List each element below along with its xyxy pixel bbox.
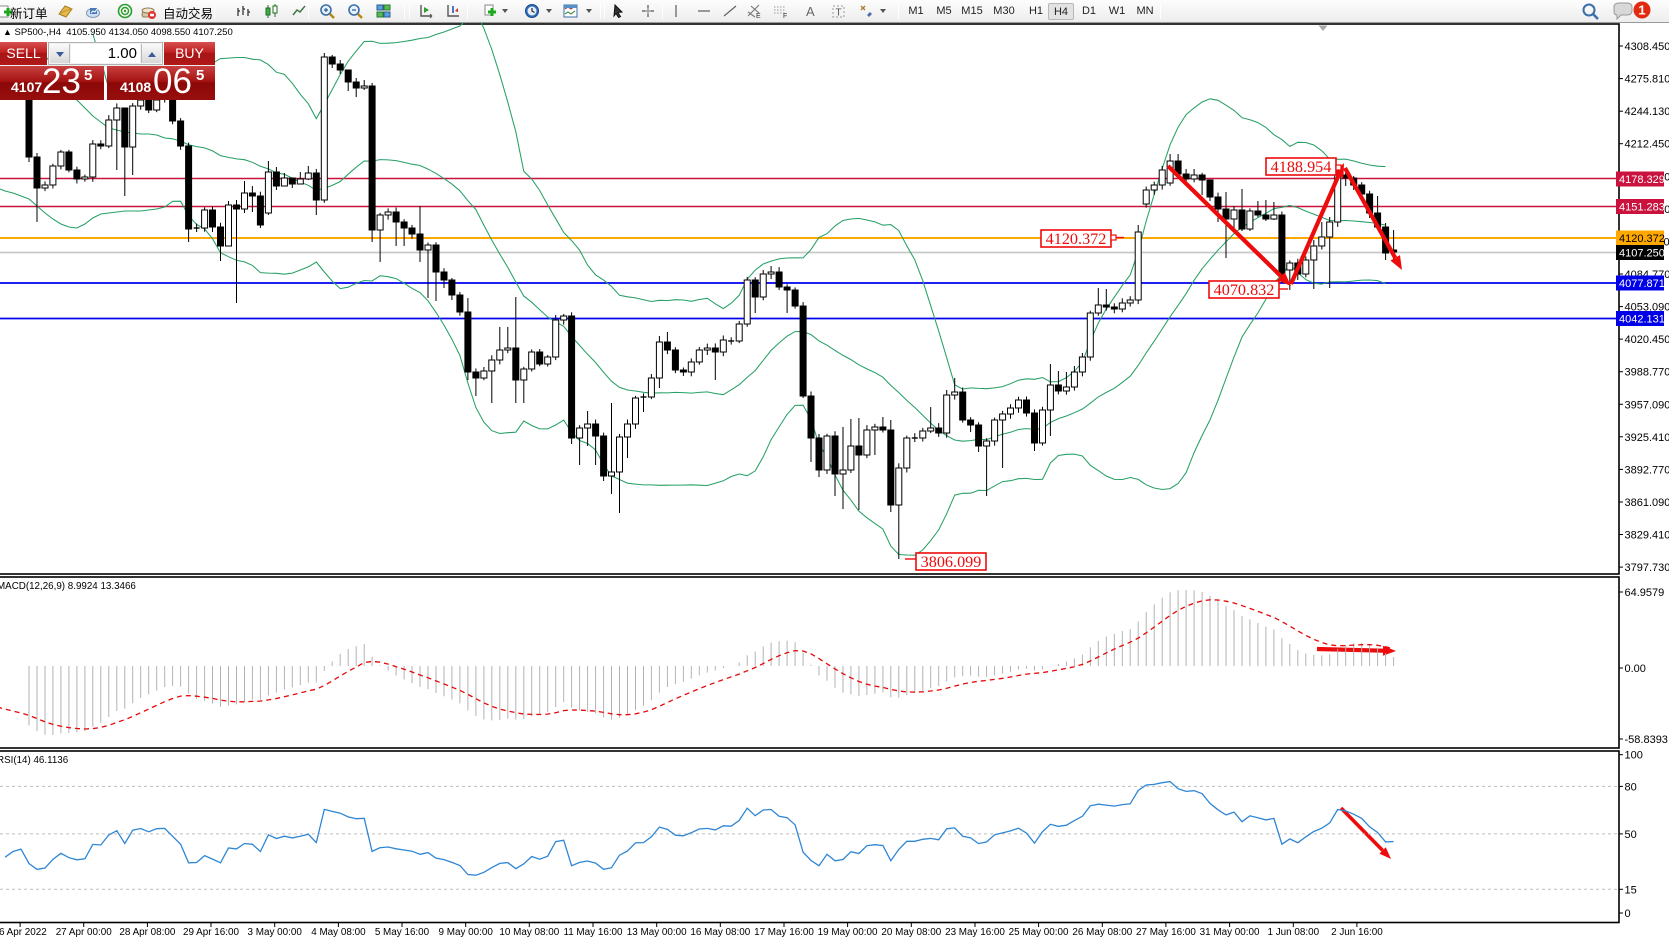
svg-text:0: 0 [1625, 908, 1631, 920]
svg-text:4120.372: 4120.372 [1046, 230, 1107, 248]
svg-text:4042.131: 4042.131 [1619, 314, 1665, 326]
svg-text:RSI(14) 46.1136: RSI(14) 46.1136 [0, 755, 69, 766]
svg-text:4077.871: 4077.871 [1619, 278, 1665, 290]
svg-text:4070.832: 4070.832 [1214, 281, 1275, 299]
svg-text:64.9579: 64.9579 [1625, 587, 1665, 599]
svg-text:MACD(12,26,9) 8.9924 13.3466: MACD(12,26,9) 8.9924 13.3466 [0, 581, 136, 592]
svg-text:3861.090: 3861.090 [1625, 497, 1669, 509]
svg-text:3892.770: 3892.770 [1625, 464, 1669, 476]
svg-text:10 May 08:00: 10 May 08:00 [499, 927, 559, 938]
svg-text:17 May 16:00: 17 May 16:00 [754, 927, 814, 938]
svg-text:3957.090: 3957.090 [1625, 399, 1669, 411]
svg-text:4107.250: 4107.250 [1619, 248, 1665, 260]
svg-text:9 May 00:00: 9 May 00:00 [439, 927, 494, 938]
svg-text:3988.770: 3988.770 [1625, 367, 1669, 379]
svg-text:3829.410: 3829.410 [1625, 530, 1669, 542]
svg-text:-58.8393: -58.8393 [1625, 734, 1668, 746]
svg-text:20 May 08:00: 20 May 08:00 [881, 927, 941, 938]
svg-text:13 May 00:00: 13 May 00:00 [627, 927, 687, 938]
svg-text:31 May 00:00: 31 May 00:00 [1200, 927, 1260, 938]
svg-text:1 Jun 08:00: 1 Jun 08:00 [1267, 927, 1319, 938]
svg-text:19 May 00:00: 19 May 00:00 [818, 927, 878, 938]
svg-text:4120.372: 4120.372 [1619, 233, 1665, 245]
svg-text:28 Apr 08:00: 28 Apr 08:00 [119, 927, 176, 938]
svg-text:3925.410: 3925.410 [1625, 432, 1669, 444]
svg-text:3797.730: 3797.730 [1625, 562, 1669, 574]
svg-text:15: 15 [1625, 884, 1637, 896]
svg-text:4308.450: 4308.450 [1625, 41, 1669, 53]
svg-text:3 May 00:00: 3 May 00:00 [248, 927, 303, 938]
svg-text:26 Apr 2022: 26 Apr 2022 [0, 927, 47, 938]
svg-text:A: A [806, 4, 815, 19]
svg-text:26 May 08:00: 26 May 08:00 [1072, 927, 1132, 938]
svg-text:25 May 00:00: 25 May 00:00 [1009, 927, 1069, 938]
svg-text:29 Apr 16:00: 29 Apr 16:00 [183, 927, 240, 938]
svg-text:80: 80 [1625, 781, 1637, 793]
svg-text:50: 50 [1625, 829, 1637, 841]
svg-text:4275.810: 4275.810 [1625, 74, 1669, 86]
svg-text:4053.090: 4053.090 [1625, 302, 1669, 314]
svg-text:T: T [836, 8, 842, 19]
svg-text:4244.130: 4244.130 [1625, 106, 1669, 118]
svg-text:23 May 16:00: 23 May 16:00 [945, 927, 1005, 938]
svg-text:3806.099: 3806.099 [921, 553, 982, 571]
svg-text:4178.329: 4178.329 [1619, 174, 1665, 186]
svg-text:27 Apr 00:00: 27 Apr 00:00 [56, 927, 113, 938]
svg-text:1: 1 [1638, 3, 1645, 18]
svg-text:F: F [783, 13, 787, 20]
svg-text:E: E [756, 13, 761, 20]
svg-text:4020.450: 4020.450 [1625, 334, 1669, 346]
svg-text:11 May 16:00: 11 May 16:00 [563, 927, 623, 938]
svg-text:2 Jun 16:00: 2 Jun 16:00 [1331, 927, 1383, 938]
svg-text:5 May 16:00: 5 May 16:00 [375, 927, 430, 938]
svg-text:27 May 16:00: 27 May 16:00 [1136, 927, 1196, 938]
svg-text:0.00: 0.00 [1625, 663, 1646, 675]
svg-text:4 May 08:00: 4 May 08:00 [311, 927, 366, 938]
svg-text:4212.450: 4212.450 [1625, 139, 1669, 151]
svg-text:4151.283: 4151.283 [1619, 202, 1665, 214]
svg-text:16 May 08:00: 16 May 08:00 [690, 927, 750, 938]
svg-text:100: 100 [1625, 750, 1643, 762]
svg-text:4188.954: 4188.954 [1271, 158, 1332, 176]
